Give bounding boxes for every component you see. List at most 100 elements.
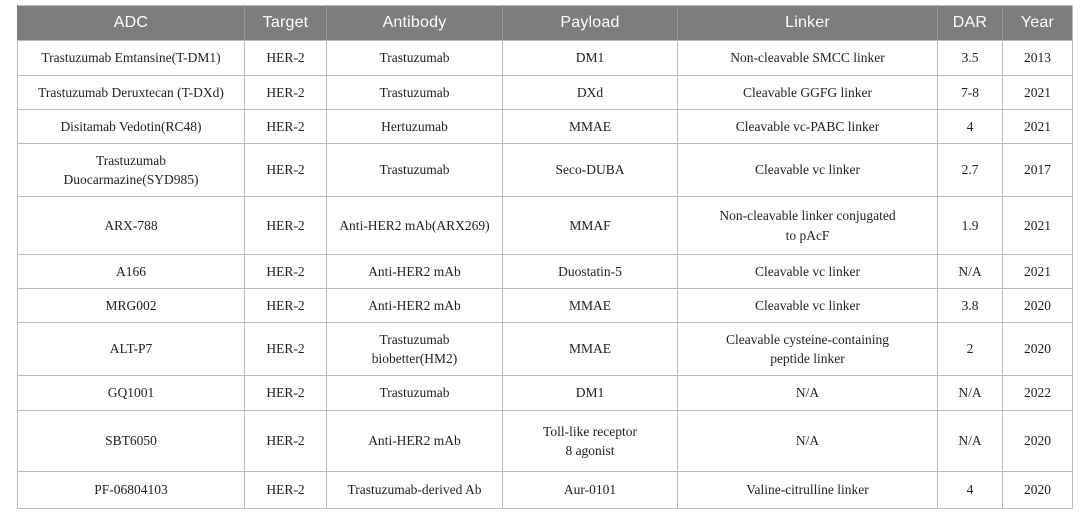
- cell-target: HER-2: [244, 471, 327, 509]
- cell-payload: MMAE: [502, 109, 678, 144]
- cell-adc: GQ1001: [17, 375, 245, 411]
- cell-target: HER-2: [244, 375, 327, 411]
- cell-linker: Valine-citrulline linker: [677, 471, 938, 509]
- cell-antibody: Anti-HER2 mAb: [326, 410, 503, 472]
- cell-dar: N/A: [937, 375, 1003, 411]
- cell-adc: Disitamab Vedotin(RC48): [17, 109, 245, 144]
- cell-year: 2020: [1002, 410, 1073, 472]
- cell-payload: Duostatin-5: [502, 254, 678, 289]
- cell-dar: N/A: [937, 410, 1003, 472]
- cell-dar: N/A: [937, 254, 1003, 289]
- column-header-antibody: Antibody: [326, 5, 503, 41]
- cell-target: HER-2: [244, 75, 327, 110]
- cell-linker: Cleavable cysteine-containing peptide li…: [677, 322, 938, 376]
- column-header-linker: Linker: [677, 5, 938, 41]
- cell-dar: 3.8: [937, 288, 1003, 323]
- table-row: Trastuzumab Deruxtecan (T-DXd) HER-2 Trast…: [17, 75, 1073, 110]
- cell-antibody: Anti-HER2 mAb: [326, 288, 503, 323]
- cell-year: 2020: [1002, 288, 1073, 323]
- cell-payload: Aur-0101: [502, 471, 678, 509]
- cell-linker: Cleavable vc linker: [677, 288, 938, 323]
- cell-linker: Cleavable GGFG linker: [677, 75, 938, 110]
- cell-antibody: Trastuzumab biobetter(HM2): [326, 322, 503, 376]
- cell-adc: Trastuzumab Deruxtecan (T-DXd): [17, 75, 245, 110]
- cell-adc: ALT-P7: [17, 322, 245, 376]
- column-header-dar: DAR: [937, 5, 1003, 41]
- cell-antibody: Hertuzumab: [326, 109, 503, 144]
- cell-payload: MMAE: [502, 322, 678, 376]
- table-row: ARX-788 HER-2 Anti-HER2 mAb(ARX269) MMAF Non…: [17, 196, 1073, 255]
- cell-antibody: Anti-HER2 mAb: [326, 254, 503, 289]
- cell-payload: Seco-DUBA: [502, 143, 678, 197]
- column-header-payload: Payload: [502, 5, 678, 41]
- table-row: ALT-P7 HER-2 Trastuzumab biobetter(HM2) MMA…: [17, 322, 1073, 376]
- cell-payload: DM1: [502, 375, 678, 411]
- adc-table-container: ADC Target Antibody Payload Linker DAR Y…: [17, 5, 1073, 509]
- cell-antibody: Anti-HER2 mAb(ARX269): [326, 196, 503, 255]
- cell-antibody: Trastuzumab: [326, 40, 503, 76]
- cell-year: 2021: [1002, 109, 1073, 144]
- cell-linker: Non-cleavable linker conjugated to pAcF: [677, 196, 938, 255]
- cell-adc: MRG002: [17, 288, 245, 323]
- cell-linker: Cleavable vc-PABC linker: [677, 109, 938, 144]
- cell-dar: 7-8: [937, 75, 1003, 110]
- cell-target: HER-2: [244, 322, 327, 376]
- cell-year: 2021: [1002, 75, 1073, 110]
- cell-year: 2022: [1002, 375, 1073, 411]
- cell-adc: ARX-788: [17, 196, 245, 255]
- cell-dar: 2: [937, 322, 1003, 376]
- cell-adc: Trastuzumab Emtansine(T-DM1): [17, 40, 245, 76]
- cell-payload: MMAE: [502, 288, 678, 323]
- table-row: PF-06804103 HER-2 Trastuzumab-derived Ab Au…: [17, 471, 1073, 509]
- table-row: GQ1001 HER-2 Trastuzumab DM1 N/A N/A 2022: [17, 375, 1073, 411]
- cell-antibody: Trastuzumab: [326, 75, 503, 110]
- cell-dar: 1.9: [937, 196, 1003, 255]
- cell-linker: N/A: [677, 410, 938, 472]
- table-header: ADC Target Antibody Payload Linker DAR Y…: [17, 5, 1073, 41]
- cell-year: 2020: [1002, 471, 1073, 509]
- cell-dar: 3.5: [937, 40, 1003, 76]
- cell-antibody: Trastuzumab: [326, 143, 503, 197]
- cell-antibody: Trastuzumab-derived Ab: [326, 471, 503, 509]
- cell-target: HER-2: [244, 143, 327, 197]
- cell-target: HER-2: [244, 254, 327, 289]
- table-row: Trastuzumab Duocarmazine(SYD985) HER-2 Tra…: [17, 143, 1073, 197]
- table-row: Trastuzumab Emtansine(T-DM1) HER-2 Trastuz…: [17, 40, 1073, 76]
- cell-year: 2020: [1002, 322, 1073, 376]
- header-row: ADC Target Antibody Payload Linker DAR Y…: [17, 5, 1073, 41]
- cell-linker: N/A: [677, 375, 938, 411]
- cell-target: HER-2: [244, 196, 327, 255]
- column-header-year: Year: [1002, 5, 1073, 41]
- cell-linker: Cleavable vc linker: [677, 254, 938, 289]
- table-row: Disitamab Vedotin(RC48) HER-2 Hertuzumab MM…: [17, 109, 1073, 144]
- cell-year: 2013: [1002, 40, 1073, 76]
- cell-payload: Toll-like receptor 8 agonist: [502, 410, 678, 472]
- cell-linker: Non-cleavable SMCC linker: [677, 40, 938, 76]
- table-body: Trastuzumab Emtansine(T-DM1) HER-2 Trastuz…: [17, 40, 1073, 509]
- cell-year: 2017: [1002, 143, 1073, 197]
- cell-target: HER-2: [244, 288, 327, 323]
- cell-dar: 4: [937, 471, 1003, 509]
- adc-table: ADC Target Antibody Payload Linker DAR Y…: [17, 5, 1073, 509]
- cell-year: 2021: [1002, 196, 1073, 255]
- column-header-target: Target: [244, 5, 327, 41]
- cell-dar: 4: [937, 109, 1003, 144]
- cell-year: 2021: [1002, 254, 1073, 289]
- cell-linker: Cleavable vc linker: [677, 143, 938, 197]
- cell-dar: 2.7: [937, 143, 1003, 197]
- cell-adc: Trastuzumab Duocarmazine(SYD985): [17, 143, 245, 197]
- cell-antibody: Trastuzumab: [326, 375, 503, 411]
- cell-target: HER-2: [244, 40, 327, 76]
- cell-adc: A166: [17, 254, 245, 289]
- column-header-adc: ADC: [17, 5, 245, 41]
- table-row: A166 HER-2 Anti-HER2 mAb Duostatin-5 Cleavab…: [17, 254, 1073, 289]
- cell-payload: DXd: [502, 75, 678, 110]
- cell-adc: PF-06804103: [17, 471, 245, 509]
- cell-target: HER-2: [244, 410, 327, 472]
- cell-target: HER-2: [244, 109, 327, 144]
- cell-adc: SBT6050: [17, 410, 245, 472]
- cell-payload: MMAF: [502, 196, 678, 255]
- table-row: MRG002 HER-2 Anti-HER2 mAb MMAE Cleavable vc…: [17, 288, 1073, 323]
- table-row: SBT6050 HER-2 Anti-HER2 mAb Toll-like recep…: [17, 410, 1073, 472]
